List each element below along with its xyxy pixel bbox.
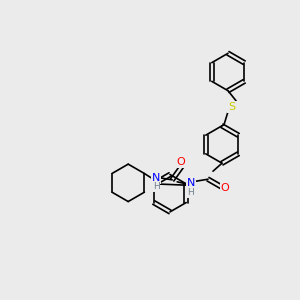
- Text: H: H: [188, 188, 194, 197]
- Text: N: N: [152, 173, 160, 183]
- Text: O: O: [177, 157, 186, 167]
- Text: O: O: [220, 183, 230, 193]
- Text: N: N: [187, 178, 195, 188]
- Text: S: S: [228, 102, 236, 112]
- Text: H: H: [153, 182, 160, 191]
